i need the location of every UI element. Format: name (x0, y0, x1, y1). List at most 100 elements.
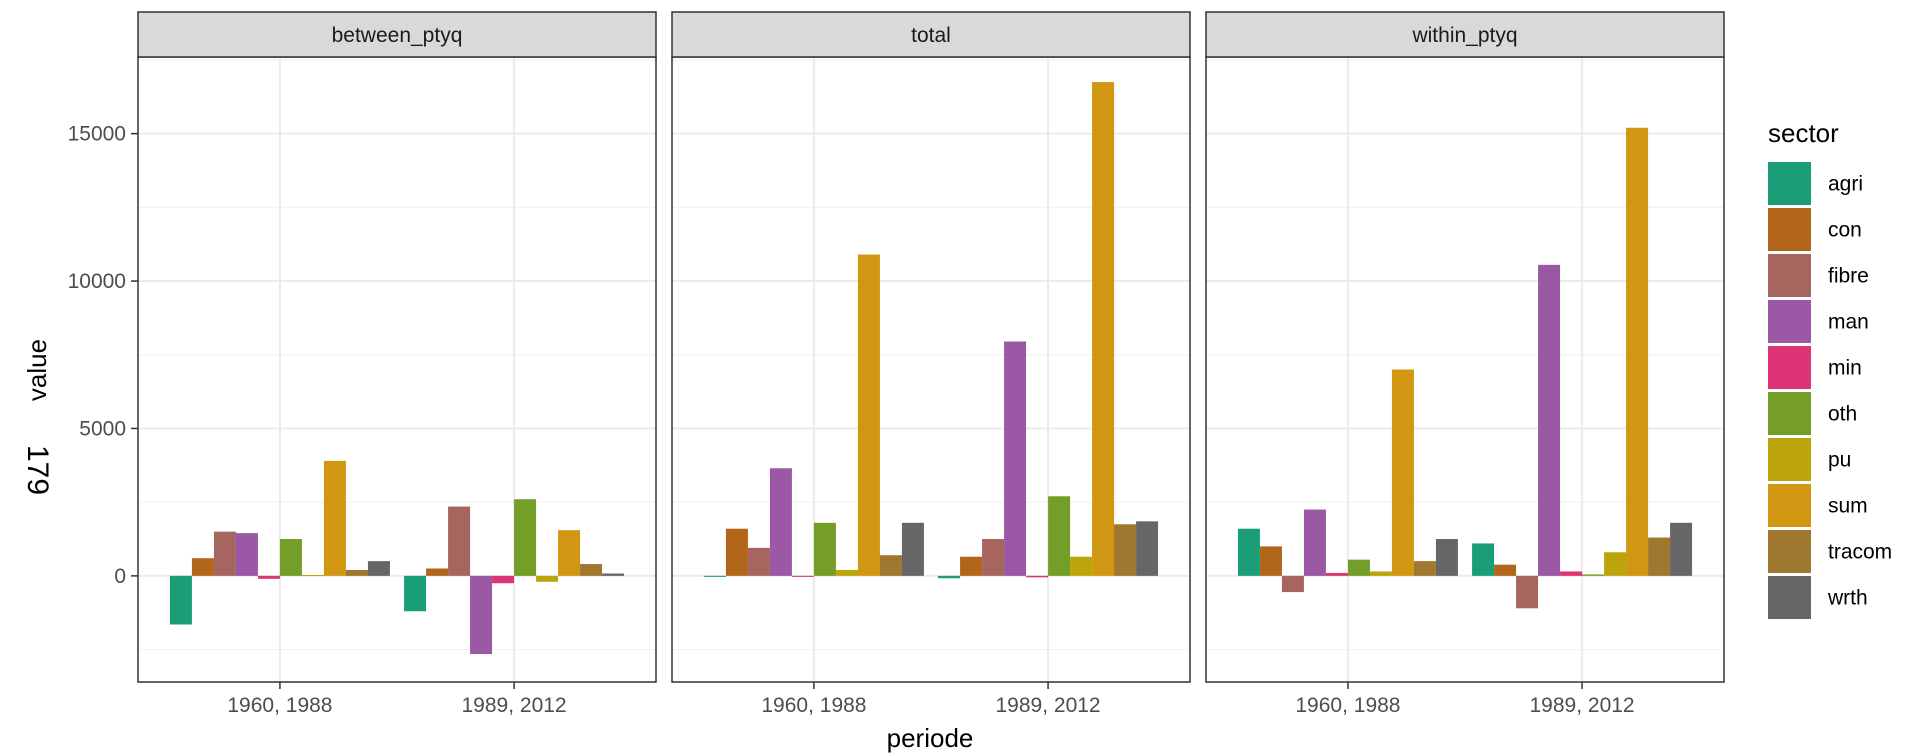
bar-tracom (1648, 537, 1671, 576)
bar-wrth (367, 561, 390, 576)
legend-key-man (1768, 300, 1811, 343)
bar-man (769, 468, 792, 576)
legend: sector agri con fibre man min oth pu sum tracom wr… (1768, 118, 1892, 619)
bar-fibre (1281, 575, 1304, 593)
x-tick-label: 1989, 2012 (462, 694, 567, 717)
bar-oth (279, 539, 302, 576)
bar-oth (1582, 574, 1605, 576)
legend-key-fibre (1768, 254, 1811, 297)
bar-wrth (602, 573, 625, 576)
legend-key-sum (1768, 484, 1811, 527)
y-tick-label: 10000 (68, 270, 126, 293)
bar-wrth (1136, 521, 1159, 576)
bar-fibre (747, 547, 770, 576)
y-tick-label: 5000 (79, 417, 126, 440)
bar-min (1325, 572, 1348, 576)
x-tick-label: 1989, 2012 (996, 694, 1101, 717)
bar-agri (169, 575, 192, 625)
x-tick-label: 1960, 1988 (1295, 694, 1400, 717)
bar-sum (1391, 369, 1414, 576)
legend-key-tracom (1768, 530, 1811, 573)
facet-panel-between_ptyq: between_ptyq 1960, 1988 1989, 2012 0 5000 100… (68, 11, 657, 717)
bar-fibre (982, 539, 1005, 576)
bar-oth (1347, 559, 1370, 576)
bar-agri (404, 575, 427, 612)
legend-label: con (1828, 219, 1862, 242)
legend-label: tracom (1828, 541, 1892, 564)
bar-sum (323, 460, 346, 576)
bar-sum (1626, 127, 1649, 576)
facet-panel-total: total 1960, 1988 1989, 2012 (671, 11, 1191, 717)
legend-key-agri (1768, 162, 1811, 205)
bar-fibre (1516, 575, 1539, 609)
legend-key-wrth (1768, 576, 1811, 619)
facet-strip-label: total (911, 24, 951, 47)
legend-label: wrth (1827, 587, 1868, 610)
x-tick-label: 1960, 1988 (227, 694, 332, 717)
bar-fibre (213, 531, 236, 576)
bar-min (1560, 571, 1583, 576)
legend-item-sum: sum (1768, 484, 1868, 527)
bar-min (1026, 575, 1049, 578)
page-number: 179 (21, 445, 54, 495)
legend-item-pu: pu (1768, 438, 1851, 481)
legend-item-fibre: fibre (1768, 254, 1869, 297)
bar-sum (1092, 82, 1115, 576)
y-axis-title: value (22, 339, 52, 401)
legend-item-agri: agri (1768, 162, 1863, 205)
facet-strip (1205, 11, 1725, 58)
bar-con (960, 556, 983, 576)
legend-item-tracom: tracom (1768, 530, 1892, 573)
bar-tracom (1413, 561, 1436, 576)
bar-pu (301, 574, 324, 576)
bar-con (426, 568, 449, 576)
bar-wrth (1435, 539, 1458, 576)
bar-tracom (580, 564, 603, 576)
legend-label: min (1828, 357, 1862, 380)
bar-pu (536, 575, 559, 582)
bar-agri (1237, 528, 1260, 576)
bar-man (1303, 509, 1326, 576)
x-tick-label: 1989, 2012 (1530, 694, 1635, 717)
bar-sum (857, 254, 880, 576)
bar-man (235, 533, 258, 576)
legend-item-con: con (1768, 208, 1862, 251)
y-tick-label: 0 (114, 565, 126, 588)
bar-oth (813, 522, 836, 576)
legend-key-pu (1768, 438, 1811, 481)
bar-oth (1048, 496, 1071, 576)
bar-oth (514, 499, 537, 576)
legend-label: oth (1828, 403, 1857, 426)
bar-agri (703, 575, 726, 577)
legend-item-man: man (1768, 300, 1869, 343)
legend-item-wrth: wrth (1768, 576, 1868, 619)
bar-pu (1070, 556, 1093, 576)
legend-label: man (1828, 311, 1869, 334)
bar-con (191, 558, 214, 576)
x-tick-label: 1960, 1988 (761, 694, 866, 717)
bar-con (725, 528, 748, 576)
bar-man (1538, 264, 1561, 576)
facet-strip (671, 11, 1191, 58)
facet-strip-label: within_ptyq (1411, 24, 1517, 47)
bar-tracom (1114, 524, 1137, 576)
bar-pu (835, 569, 858, 576)
bar-fibre (448, 506, 471, 576)
bar-min (492, 575, 515, 584)
legend-label: sum (1828, 495, 1868, 518)
plot-area (138, 57, 656, 682)
bar-pu (1604, 552, 1627, 576)
bar-man (470, 575, 493, 654)
x-axis-title: periode (887, 723, 974, 753)
y-tick-label: 15000 (68, 123, 126, 146)
bar-tracom (345, 569, 368, 576)
bar-con (1494, 564, 1517, 576)
legend-label: pu (1828, 449, 1851, 472)
facet-strip (137, 11, 657, 58)
legend-key-oth (1768, 392, 1811, 435)
bar-agri (1472, 543, 1495, 576)
bar-sum (558, 530, 581, 576)
bar-pu (1369, 571, 1392, 576)
legend-item-min: min (1768, 346, 1862, 389)
bar-con (1259, 546, 1282, 576)
